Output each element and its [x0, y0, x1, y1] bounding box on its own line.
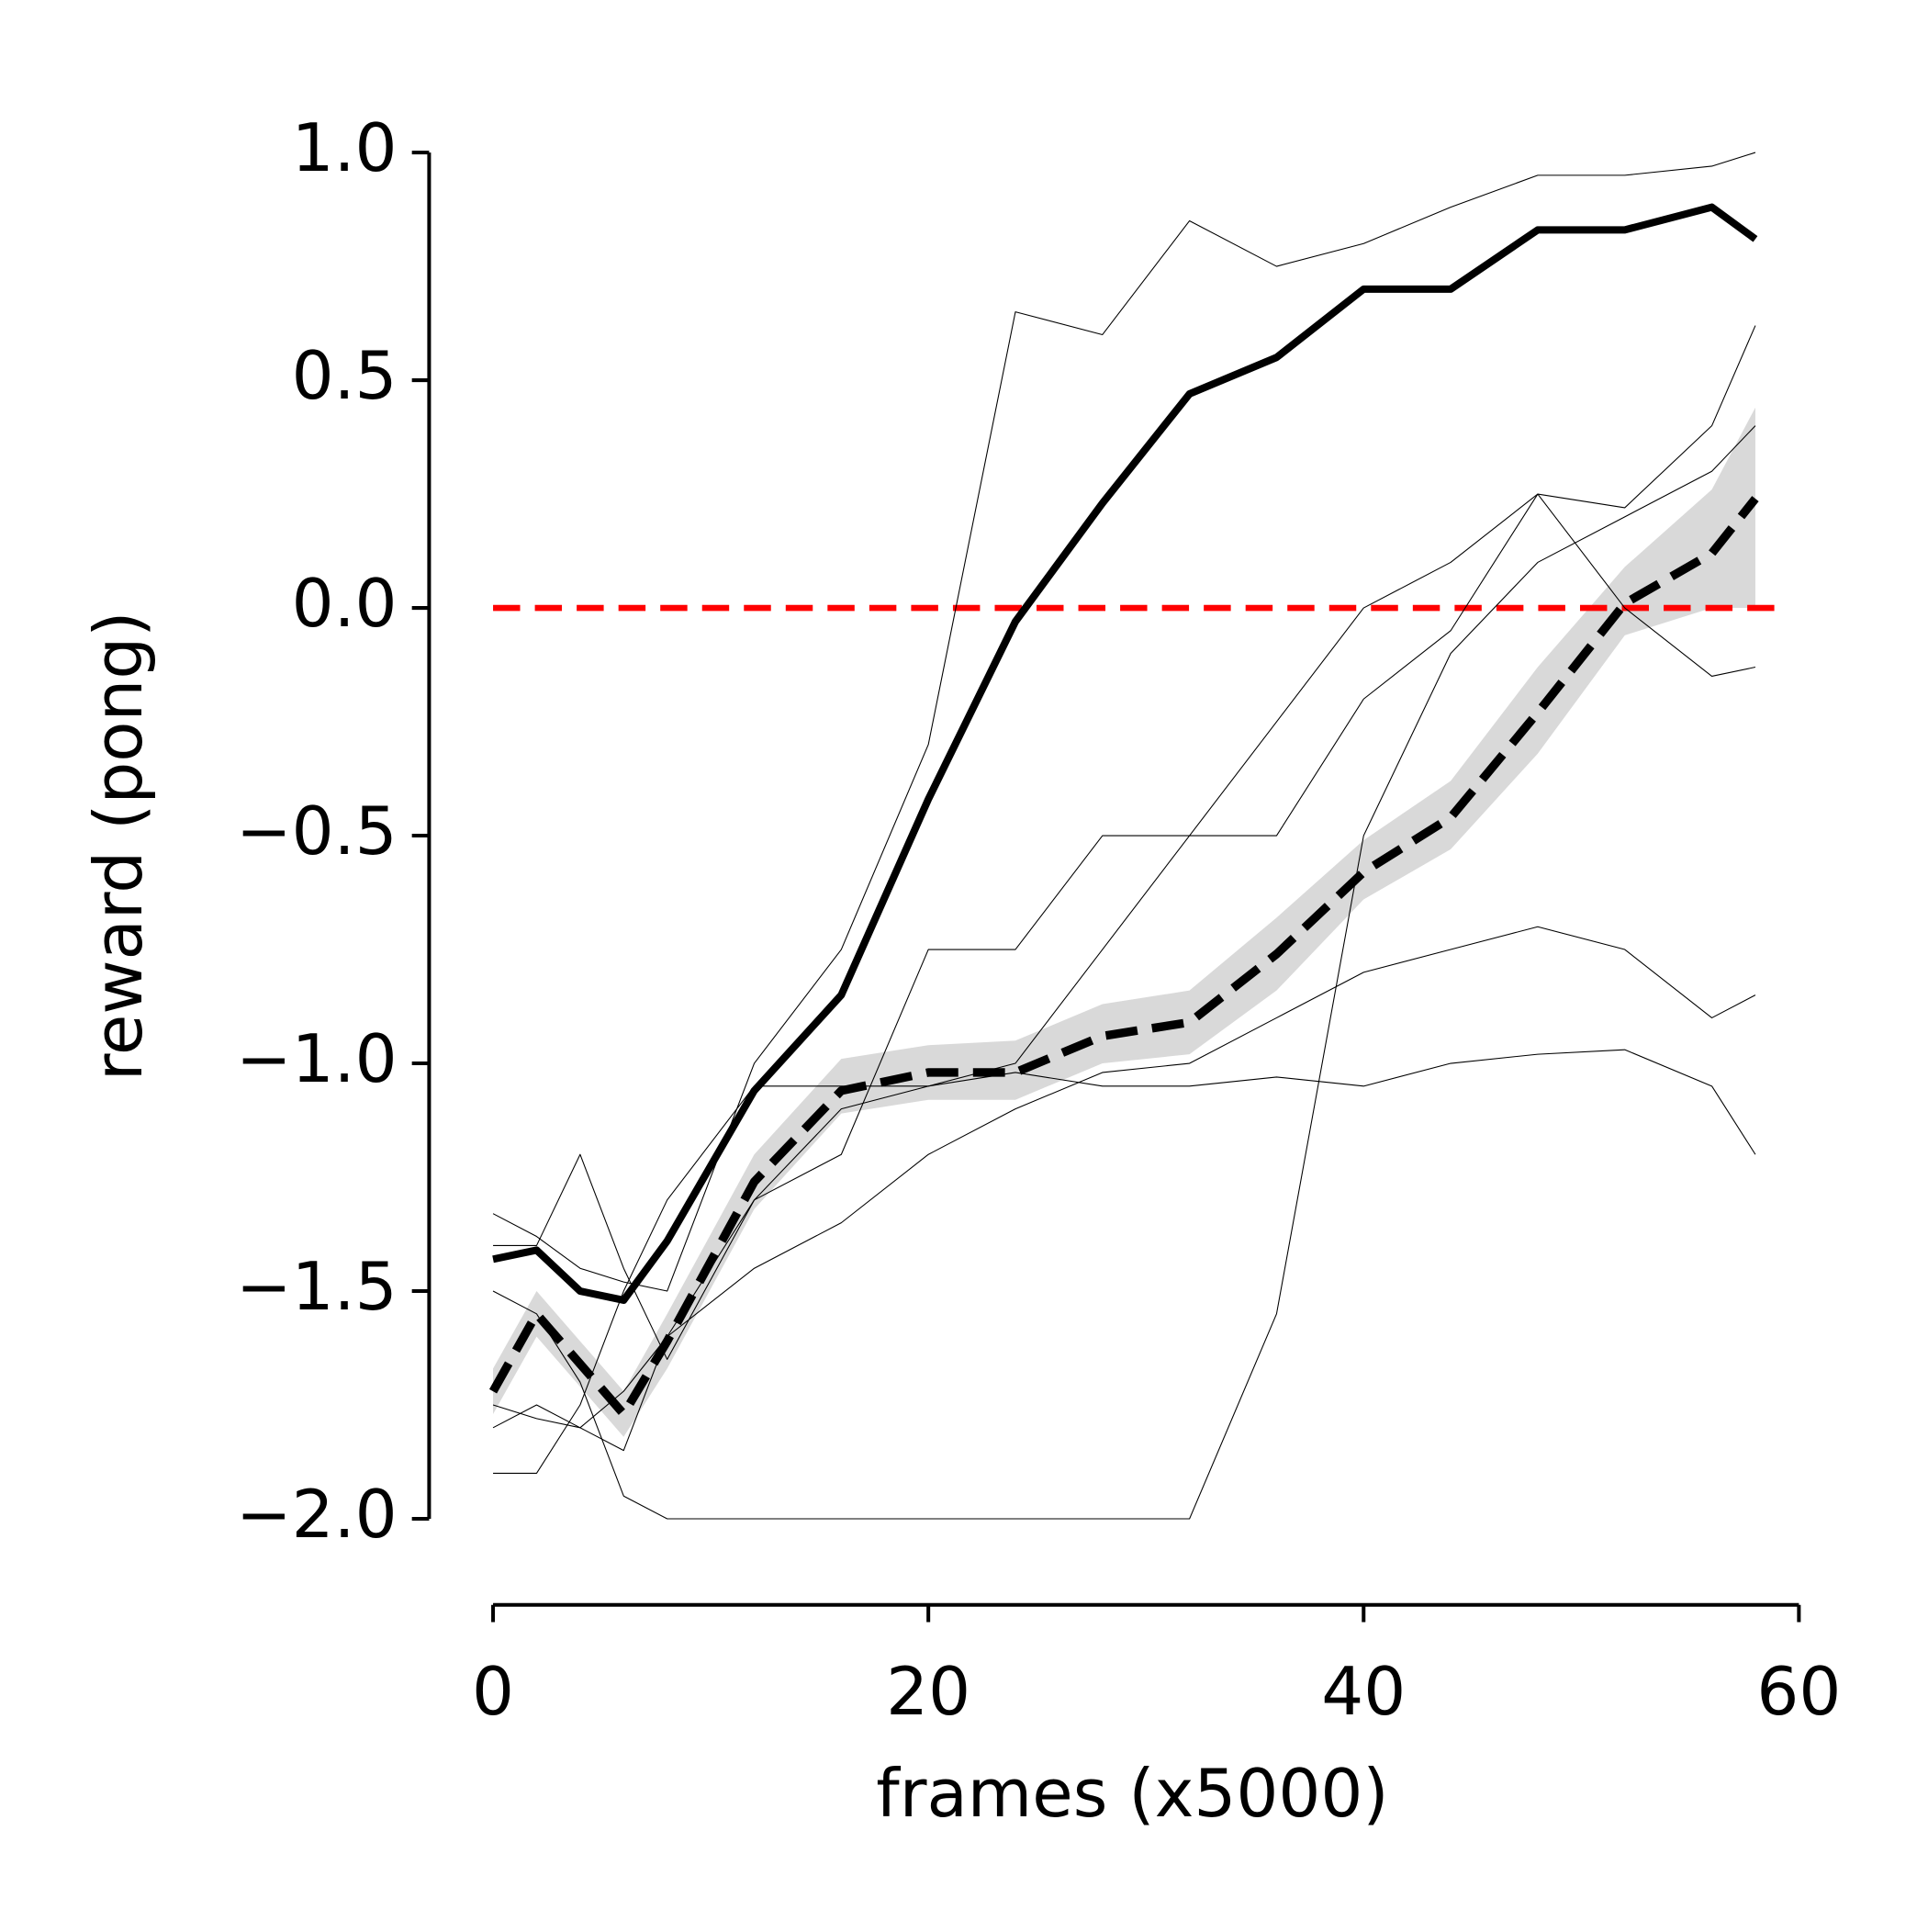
y-tick-label: −2.0 — [236, 1477, 398, 1554]
x-tick-label: 20 — [886, 1654, 970, 1731]
series-line — [492, 493, 1756, 1429]
x-axis-label: frames (x5000) — [876, 1756, 1388, 1833]
series-line — [493, 325, 1756, 1360]
series-line — [492, 425, 1756, 1520]
series-line — [492, 203, 1758, 1304]
y-axis-label: reward (pong) — [81, 612, 158, 1082]
series-line — [492, 152, 1756, 1292]
x-tick-label: 40 — [1321, 1654, 1406, 1731]
series-line — [492, 926, 1756, 1452]
x-tick-label: 0 — [472, 1654, 514, 1731]
y-tick-label: −0.5 — [236, 793, 398, 871]
x-tick-label: 60 — [1756, 1654, 1841, 1731]
band — [493, 407, 1755, 1437]
y-tick-label: 1.0 — [292, 110, 398, 187]
y-tick-label: 0.0 — [292, 566, 398, 643]
y-tick-label: 0.5 — [292, 338, 398, 415]
series-line — [488, 496, 1759, 1419]
series-line — [493, 1049, 1756, 1474]
y-tick-label: −1.0 — [236, 1021, 398, 1098]
y-tick-label: −1.5 — [236, 1249, 398, 1326]
